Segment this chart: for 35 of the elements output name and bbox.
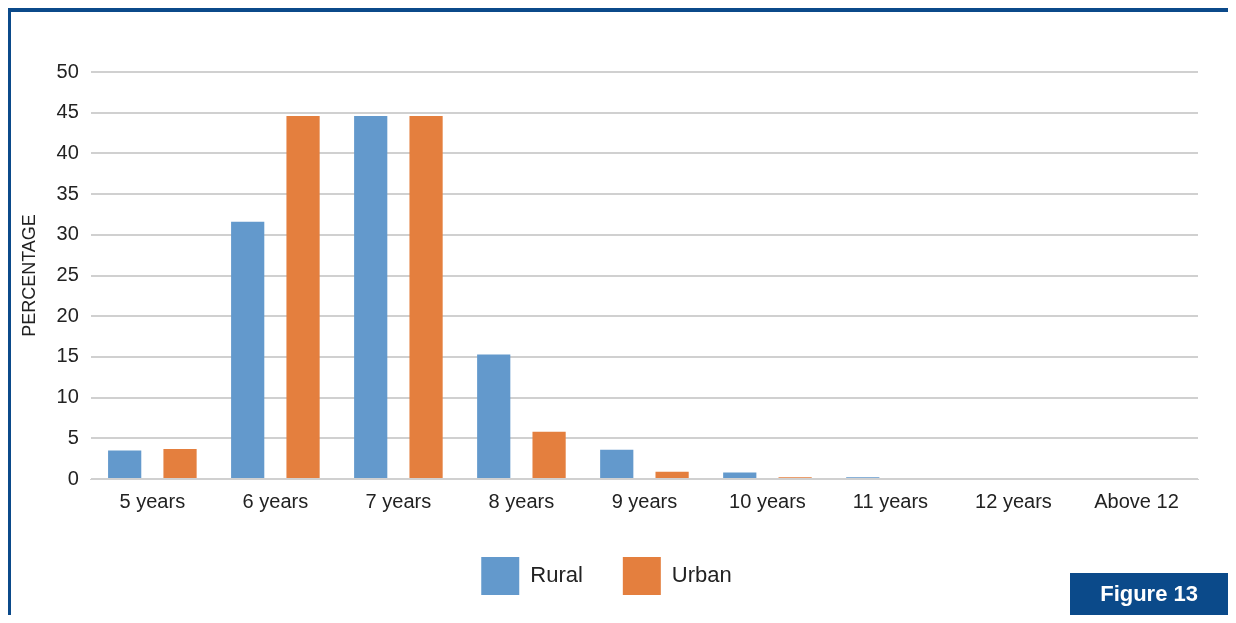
- bar: [477, 354, 511, 478]
- bar: [723, 472, 757, 478]
- y-tick-label: 45: [56, 100, 79, 123]
- x-tick-label: 11 years: [852, 489, 929, 512]
- y-tick-label: 5: [67, 425, 79, 448]
- bar: [108, 450, 142, 478]
- y-tick-label: 40: [56, 140, 79, 163]
- x-tick-label: 5 years: [119, 489, 186, 512]
- x-tick-label: 9 years: [611, 489, 678, 512]
- legend-label: Urban: [671, 562, 732, 588]
- bar: [231, 221, 265, 478]
- y-tick-label: 35: [56, 181, 79, 204]
- y-tick-label: 20: [56, 303, 79, 326]
- bar: [354, 115, 388, 478]
- caption: Figure 13: [1070, 573, 1228, 615]
- y-tick-label: 15: [56, 344, 79, 367]
- x-tick-label: Above 12: [1094, 489, 1179, 512]
- bar: [286, 115, 320, 478]
- y-axis-title: PERCENTAGE: [18, 214, 39, 337]
- x-tick-label: 7 years: [365, 489, 432, 512]
- bar: [655, 471, 689, 478]
- y-tick-label: 50: [56, 59, 79, 82]
- y-tick-label: 30: [56, 222, 79, 245]
- x-tick-label: 6 years: [242, 489, 309, 512]
- bar: [532, 431, 566, 478]
- bar: [600, 449, 634, 478]
- bar: [409, 115, 443, 478]
- x-tick-label: 8 years: [488, 489, 555, 512]
- y-tick-label: 0: [67, 466, 79, 489]
- y-tick-label: 10: [56, 385, 79, 408]
- x-tick-label: 12 years: [975, 489, 1052, 512]
- x-tick-label: 10 years: [729, 489, 806, 512]
- legend-label: Rural: [530, 562, 583, 588]
- y-tick-label: 25: [56, 263, 79, 286]
- bar: [163, 448, 197, 478]
